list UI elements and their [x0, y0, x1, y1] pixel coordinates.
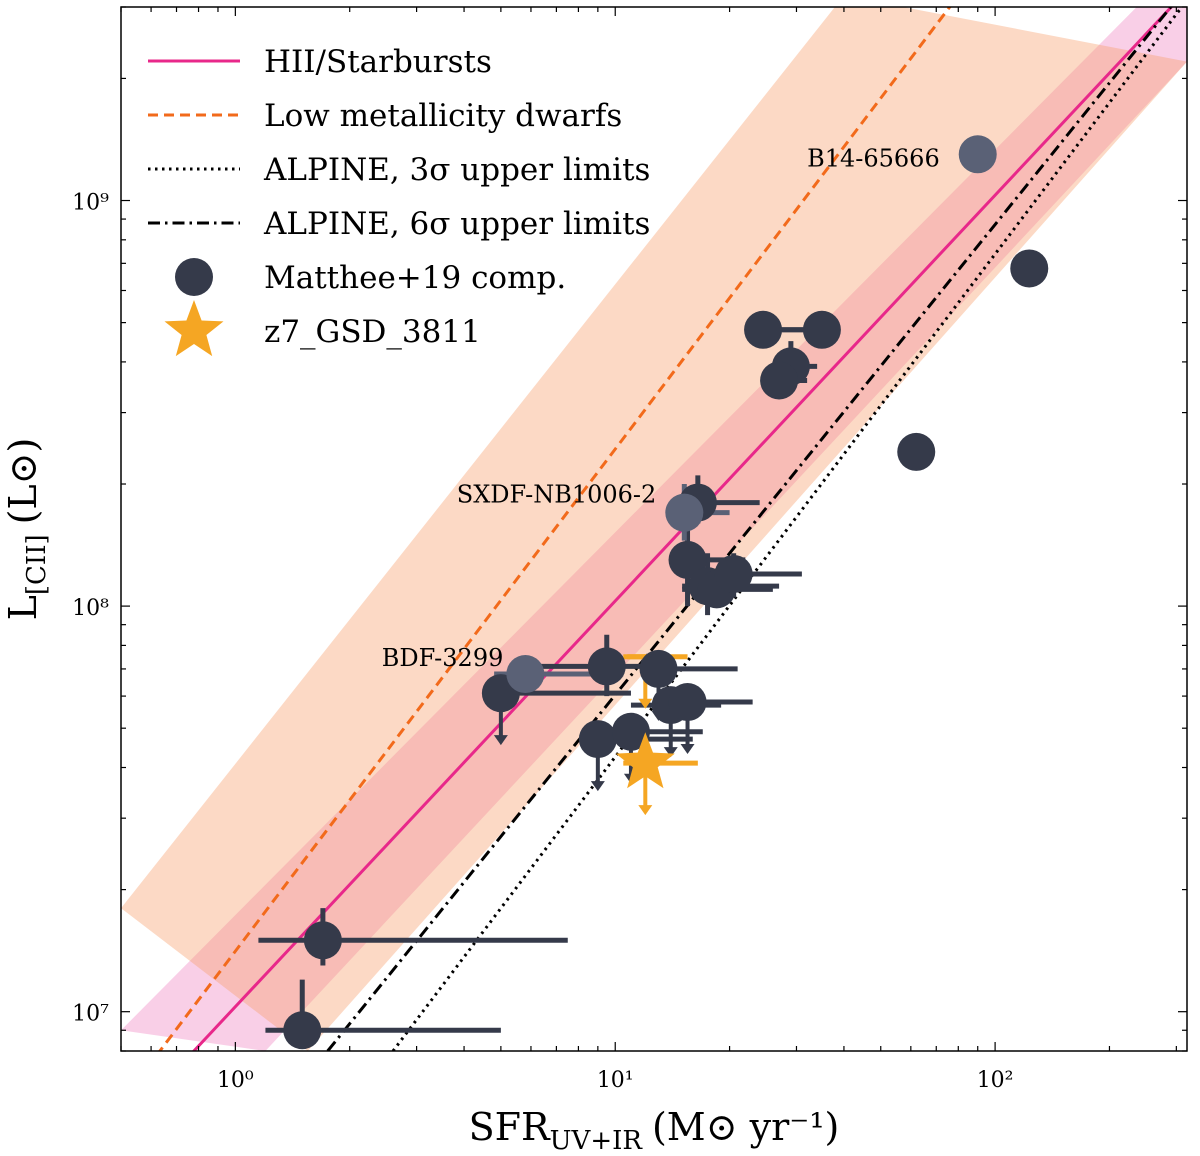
circle-marker-0-8 — [668, 683, 707, 722]
annotation-sxdf-nb1006-2: SXDF-NB1006-2 — [457, 481, 657, 509]
x-axis-label: SFRUV+IR (M⊙ yr⁻¹) — [469, 1105, 840, 1156]
circle-marker-0-15 — [802, 310, 841, 349]
circle-marker-1-0 — [506, 655, 545, 694]
data-markers — [283, 135, 1049, 1050]
y-tick-label-0: 10⁷ — [72, 1002, 109, 1027]
circle-marker-0-13 — [714, 554, 753, 593]
legend-label-5: z7_GSD_3811 — [264, 314, 481, 350]
relation-line-3 — [326, 7, 1172, 1051]
x-axis-label-sub: UV+IR — [550, 1126, 644, 1156]
upper-limit-arrow-2-0 — [638, 805, 653, 816]
upper-limit-arrow-0-2 — [493, 735, 508, 746]
upper-limit-arrow-0-6 — [663, 747, 678, 758]
relation-line-2 — [391, 7, 1183, 1051]
legend-label-0: HII/Starbursts — [264, 44, 492, 80]
legend-circle-4 — [175, 258, 213, 296]
y-tick-label-2: 10⁹ — [72, 191, 109, 216]
circle-marker-0-9 — [668, 540, 707, 579]
x-tick-label-2: 10² — [977, 1068, 1014, 1093]
legend-label-2: ALPINE, 3σ upper limits — [263, 152, 650, 188]
circle-marker-1-1 — [665, 493, 704, 532]
relation-line-1 — [157, 7, 952, 1051]
y-axis-label: L[CII] (L⊙) — [1, 438, 52, 621]
circle-marker-0-0 — [283, 1011, 322, 1050]
x-axis-label-main: SFR — [469, 1105, 551, 1149]
legend-star-5 — [164, 300, 224, 357]
x-tick-label-1: 10¹ — [597, 1068, 634, 1093]
circle-marker-0-17 — [760, 361, 799, 400]
relation-band-1 — [121, 7, 1187, 1051]
plot-frame — [120, 6, 1188, 1052]
legend-label-1: Low metallicity dwarfs — [264, 98, 622, 134]
circle-marker-0-4 — [578, 720, 617, 759]
axis-tick-labels: 10⁰ 10¹ 10² 10⁷ 10⁸ 10⁹ — [72, 191, 1013, 1093]
upper-limit-arrow-0-4 — [590, 781, 605, 792]
legend: HII/Starbursts Low metallicity dwarfs ALPI… — [148, 44, 650, 357]
circle-marker-0-1 — [303, 921, 342, 960]
circle-marker-0-7 — [639, 649, 678, 688]
star-marker-0 — [615, 732, 675, 789]
upper-limit-arrow-0-8 — [680, 744, 695, 755]
circle-marker-0-18 — [897, 432, 936, 471]
relation-bands — [121, 7, 1187, 1051]
y-axis-label-sub: [CII] — [22, 534, 52, 595]
axis-ticks — [120, 6, 1187, 1052]
circle-marker-1-2 — [958, 135, 997, 174]
upper-limit-arrow-2-1 — [638, 698, 653, 709]
legend-label-4: Matthee+19 comp. — [264, 260, 566, 296]
legend-label-3: ALPINE, 6σ upper limits — [263, 206, 650, 242]
annotation-bdf-3299: BDF-3299 — [382, 644, 504, 672]
relation-band-0 — [121, 7, 1187, 1051]
circle-marker-0-3 — [587, 647, 626, 686]
circle-marker-0-19 — [1010, 249, 1049, 288]
circle-marker-0-5 — [611, 712, 650, 751]
annotation-b14-65666: B14-65666 — [807, 144, 940, 172]
x-axis-label-unit: (M⊙ yr⁻¹) — [652, 1105, 839, 1149]
circle-marker-0-14 — [744, 310, 783, 349]
x-tick-label-0: 10⁰ — [217, 1068, 254, 1093]
y-tick-label-1: 10⁸ — [72, 596, 109, 621]
annotations: B14-65666 SXDF-NB1006-2 BDF-3299 — [382, 144, 940, 672]
y-axis-label-unit: (L⊙) — [1, 438, 45, 525]
y-axis-label-main: L — [1, 595, 45, 620]
